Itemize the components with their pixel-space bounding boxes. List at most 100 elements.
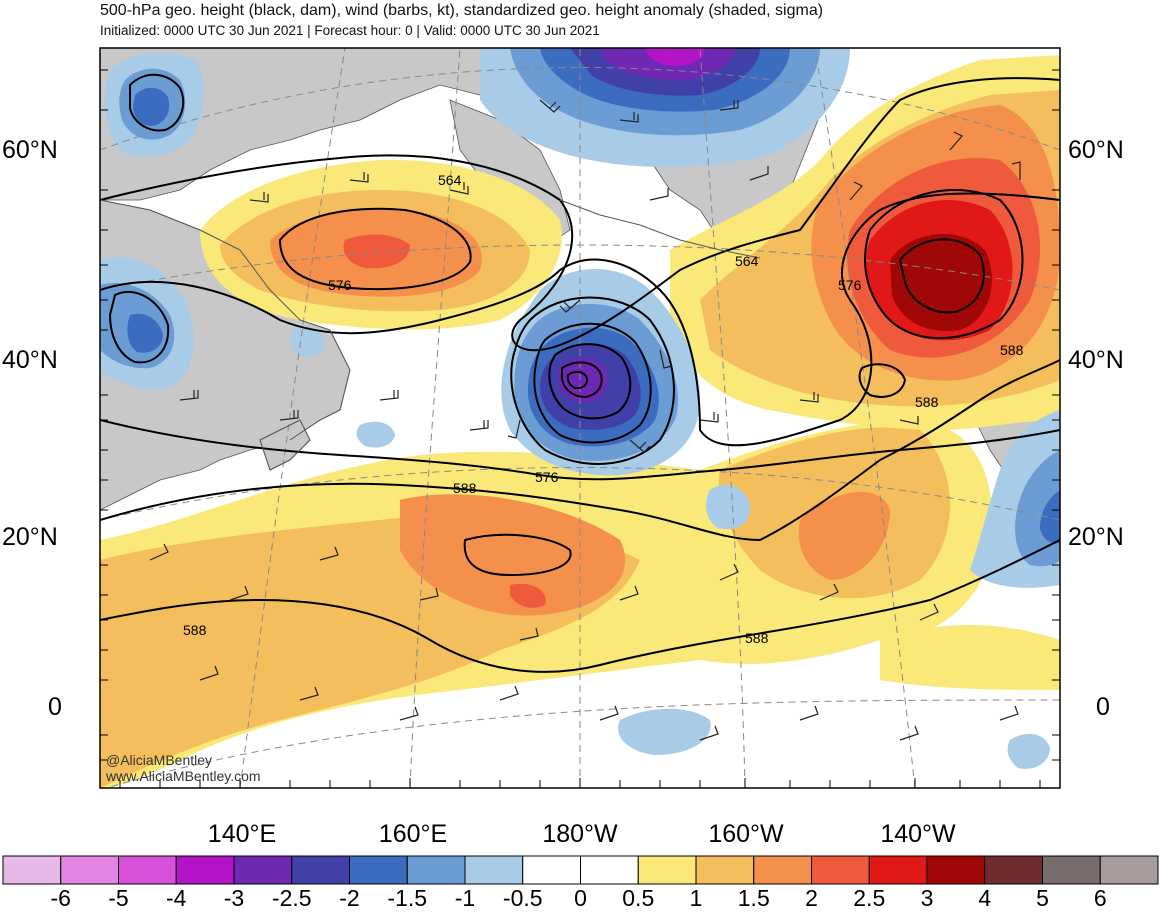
colorbar-label: -6: [50, 885, 71, 911]
anomaly-positive-northwest-peak: [343, 234, 410, 269]
gridline-lat-40n: [100, 244, 1060, 291]
contour-central-low-3: [548, 343, 632, 420]
contour-labels: 564 576 564 576 576 588 588 588 588 588: [183, 172, 1024, 646]
contour-label: 576: [535, 469, 559, 485]
contour-588-south: [100, 539, 1060, 673]
colorbar-label: 1.5: [737, 885, 770, 911]
gridline-lon-140e: [239, 48, 346, 788]
wind-barb: [379, 390, 399, 401]
wind-barb: [899, 725, 919, 741]
colorbar: [2, 855, 1159, 885]
colorbar-swatch: [522, 855, 581, 885]
wind-barb: [719, 100, 739, 111]
colorbar-swatch: [984, 855, 1043, 885]
anomaly-negative-east-inner: [1040, 490, 1060, 544]
colorbar-swatch: [118, 855, 177, 885]
lat-label-right-60n: 60°N: [1068, 136, 1124, 164]
wind-barb: [849, 181, 863, 201]
colorbar-label: -3: [223, 885, 245, 911]
contour-590-subtropical: [463, 533, 572, 577]
contour-label: 588: [183, 622, 207, 638]
anomaly-positive-east-subtropics-core: [798, 491, 890, 580]
anomaly-negative-siberia-inner: [133, 87, 170, 126]
wind-barb: [179, 390, 199, 401]
wind-barb: [199, 665, 219, 681]
lat-label-left-40n: 40°N: [2, 346, 58, 374]
frame-ticks: [100, 69, 1060, 788]
gridline-lat-0: [105, 699, 1060, 788]
lat-label-left-0: 0: [48, 693, 62, 721]
wind-barb: [1011, 161, 1021, 180]
wind-barb: [629, 439, 651, 453]
anomaly-positive-subtropical-center: [400, 494, 626, 616]
wind-barb: [559, 299, 581, 313]
wind-barb: [149, 543, 169, 561]
anomaly-positive-east-equatorial: [880, 625, 1060, 690]
colorbar-swatch: [1042, 855, 1101, 885]
contour-576-south: [100, 419, 1060, 481]
wind-barb: [599, 705, 619, 721]
contour-central-low-2: [533, 322, 652, 444]
colorbar-label: -0.5: [502, 885, 543, 911]
lon-label-160w: 160°W: [708, 820, 784, 848]
colorbar-swatch: [406, 855, 466, 885]
lon-label-140w: 140°W: [880, 820, 956, 848]
wind-barb: [749, 166, 769, 181]
coastline-aleutians: [559, 199, 761, 259]
colorbar-swatch: [753, 855, 812, 885]
contour-small-high: [858, 363, 907, 398]
credit-website: www.AliciaMBentley.com: [106, 768, 261, 784]
lat-label-right-20n: 20°N: [1068, 523, 1124, 551]
contour-label: 588: [915, 394, 939, 410]
wind-barb: [799, 392, 819, 403]
map-subtitle: Initialized: 0000 UTC 30 Jun 2021 | Fore…: [100, 23, 600, 38]
coastline-asia: [100, 199, 351, 441]
wind-barb: [819, 583, 839, 601]
wind-barb: [469, 420, 489, 431]
wind-barb: [449, 182, 469, 195]
wind-barb: [619, 112, 639, 123]
contour-label: 588: [1000, 342, 1024, 358]
wind-barb: [799, 705, 819, 721]
colorbar-swatch: [291, 855, 350, 885]
graticule: [100, 48, 1060, 788]
colorbar-label: 0: [574, 885, 587, 911]
wind-barb: [919, 603, 939, 621]
lat-label-right-0: 0: [1096, 693, 1110, 721]
colorbar-swatch: [1099, 855, 1159, 885]
colorbar-swatch: [233, 855, 293, 885]
anomaly-negative-asia-small: [290, 326, 325, 357]
lat-label-right-40n: 40°N: [1068, 346, 1124, 374]
anomaly-negative-small-4: [1007, 733, 1050, 769]
colorbar-swatch: [2, 855, 62, 885]
lat-label-left-60n: 60°N: [2, 136, 58, 164]
colorbar-label: 4: [978, 885, 992, 911]
wind-barb: [699, 725, 719, 741]
anomaly-negative-small-1: [706, 485, 751, 530]
wind-barb: [619, 585, 639, 601]
contour-576-middle: [100, 192, 1060, 447]
wind-barb: [899, 416, 919, 425]
wind-barb: [507, 419, 521, 439]
colorbar-label: -2.5: [271, 885, 312, 911]
contour-central-low-1: [510, 296, 675, 465]
colorbar-swatch: [175, 855, 235, 885]
colorbar-label: -2: [339, 885, 360, 911]
colorbar-label: 3: [920, 885, 934, 911]
contour-label: 576: [328, 277, 352, 293]
coastline-japan: [259, 419, 311, 471]
colorbar-label: -1: [454, 885, 476, 911]
wind-barb: [539, 99, 561, 113]
wind-barb: [719, 563, 739, 581]
anomaly-negative-asia-inner: [127, 313, 163, 353]
colorbar-swatch: [926, 855, 986, 885]
colorbar-swatch: [868, 855, 928, 885]
contour-northwest-high: [278, 207, 472, 291]
contour-label: 576: [838, 277, 862, 293]
contour-central-low-5: [566, 370, 589, 390]
anomaly-negative-small-2: [618, 708, 711, 755]
contour-central-low-4: [561, 361, 603, 399]
wind-barb: [319, 546, 339, 561]
colorbar-swatch: [464, 855, 524, 885]
